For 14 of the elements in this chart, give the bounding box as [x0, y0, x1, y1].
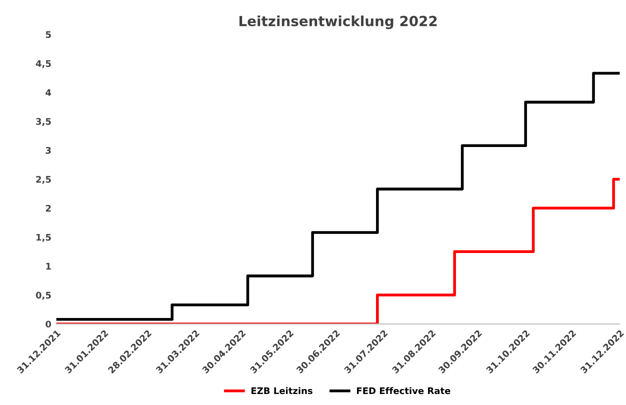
y-tick-label: 0 — [46, 320, 52, 328]
y-tick-label: 3 — [46, 146, 51, 154]
y-tick-label: 5 — [46, 31, 51, 38]
y-tick-label: 2 — [46, 204, 51, 212]
y-tick-label: 0,5 — [36, 292, 51, 300]
chart-title: Leitzinsentwicklung 2022 — [239, 16, 437, 30]
y-tick-label: 4 — [46, 89, 52, 96]
y-tick-label: 4,5 — [36, 60, 51, 68]
legend-label: FED Effective Rate — [357, 387, 450, 394]
y-tick-label: 1 — [46, 262, 51, 270]
y-tick-label: 2,5 — [36, 176, 51, 184]
y-tick-label: 3,5 — [36, 118, 51, 126]
y-tick-label: 1,5 — [36, 234, 51, 242]
legend-label: EZB Leitzins — [252, 387, 312, 394]
